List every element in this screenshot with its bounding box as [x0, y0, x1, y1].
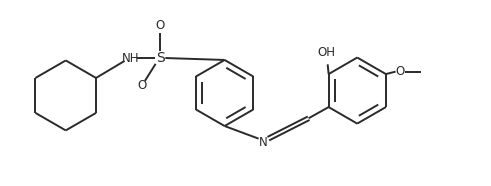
Text: S: S [156, 51, 165, 65]
Text: OH: OH [317, 46, 335, 59]
Text: O: O [137, 79, 147, 92]
Text: O: O [156, 20, 165, 33]
Text: N: N [259, 136, 268, 149]
Text: NH: NH [122, 52, 139, 65]
Text: O: O [396, 65, 405, 78]
